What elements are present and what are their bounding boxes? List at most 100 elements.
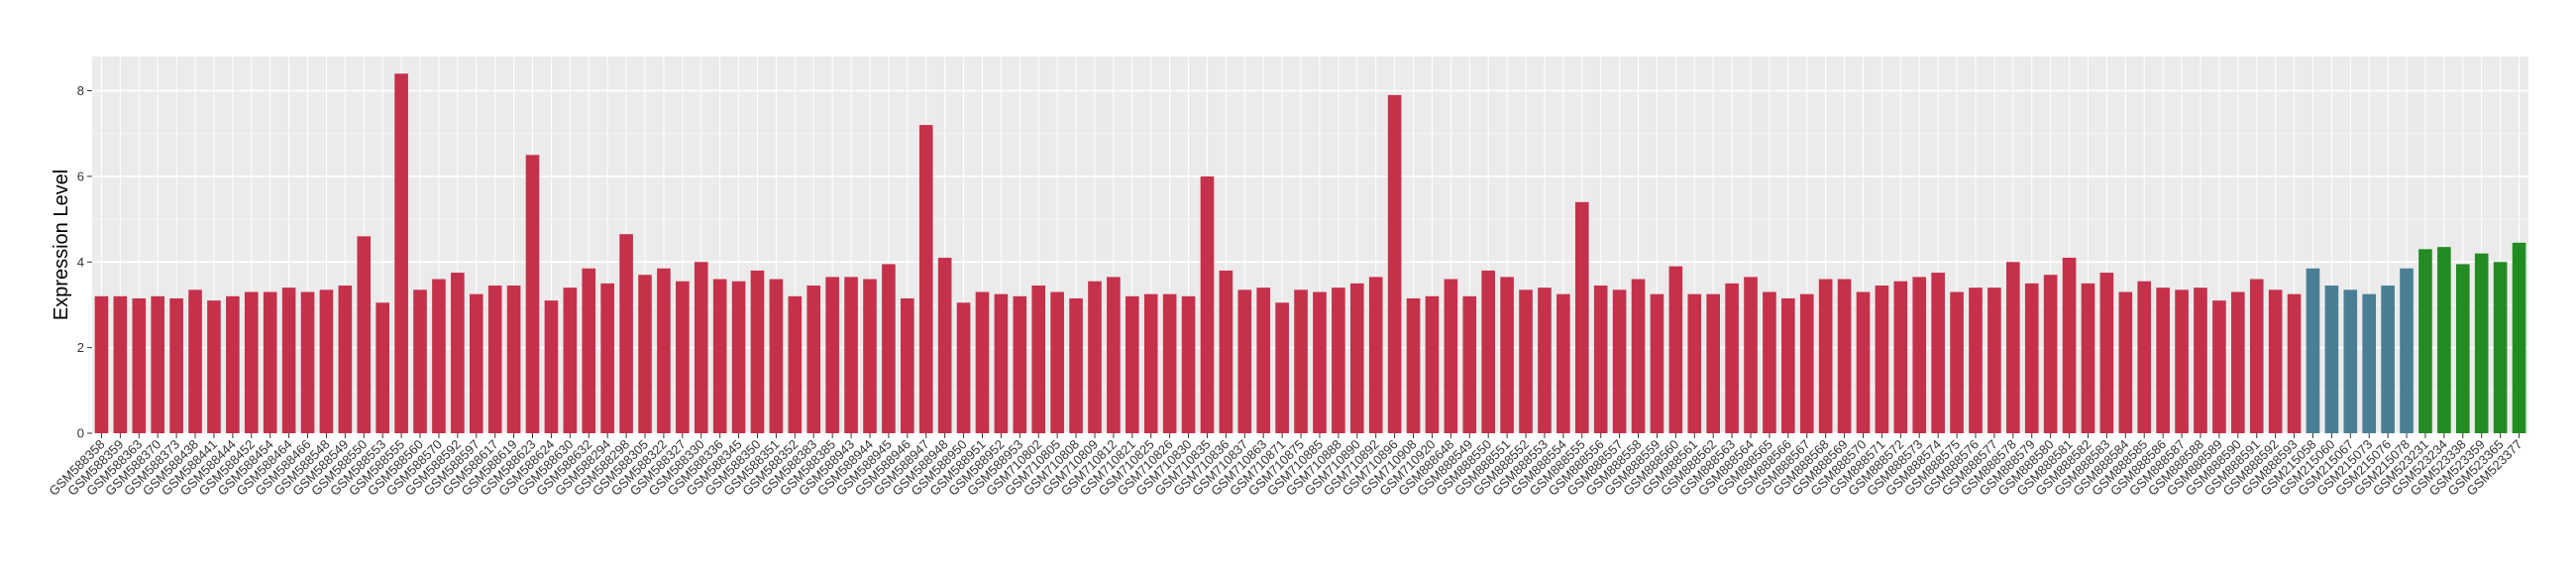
bar: [1781, 297, 1795, 433]
bar: [2381, 286, 2395, 433]
bar: [2437, 247, 2451, 433]
bar: [1313, 291, 1327, 433]
bar: [788, 295, 803, 433]
bar: [1687, 293, 1702, 433]
bar: [712, 279, 727, 433]
y-tick-label: 2: [77, 340, 84, 355]
bar: [2474, 253, 2489, 433]
bar: [1462, 295, 1477, 433]
bar: [2194, 288, 2207, 433]
bar: [825, 277, 839, 433]
bar: [2062, 257, 2077, 433]
bar: [994, 293, 1009, 433]
bar: [1612, 289, 1627, 433]
bar: [2024, 283, 2039, 433]
bar: [413, 289, 427, 433]
bar: [1893, 281, 1908, 433]
bar: [506, 286, 521, 433]
bar: [1237, 289, 1252, 433]
bar: [1538, 288, 1552, 433]
bar: [1556, 293, 1570, 433]
bar: [582, 268, 596, 433]
bar: [1275, 302, 1289, 433]
bar: [338, 286, 353, 433]
bar: [1668, 266, 1683, 433]
bar: [1406, 297, 1421, 433]
bar: [432, 279, 446, 433]
y-tick-label: 0: [77, 426, 84, 441]
bar: [1725, 283, 1739, 433]
bar: [1143, 293, 1158, 433]
x-axis: GSM588358GSM588359GSM588363GSM588370GSM5…: [46, 433, 2525, 499]
bars: [94, 73, 2526, 434]
bar: [1200, 175, 1215, 433]
bar: [1031, 286, 1046, 433]
bar: [1950, 291, 1964, 433]
bar: [638, 275, 652, 433]
bar: [882, 264, 896, 433]
bar: [1425, 295, 1440, 433]
bar: [2137, 281, 2152, 433]
bar: [281, 288, 296, 433]
bar: [1162, 293, 1177, 433]
bar: [1294, 289, 1308, 433]
bar: [901, 297, 914, 433]
bar: [451, 273, 465, 433]
bar: [731, 281, 746, 433]
bar: [319, 289, 334, 433]
bar: [1706, 293, 1720, 433]
bar: [94, 295, 109, 433]
bar: [1818, 279, 1833, 433]
bar: [394, 73, 408, 434]
bar: [1837, 279, 1852, 433]
bar: [1650, 293, 1664, 433]
bar: [263, 291, 277, 433]
bar: [1050, 291, 1064, 433]
bar: [1799, 293, 1814, 433]
bar: [956, 302, 971, 433]
bar: [1069, 297, 1083, 433]
y-axis: 0 2 4 6 8: [77, 83, 92, 441]
bar: [844, 277, 858, 433]
bar: [1107, 277, 1121, 433]
bar: [1481, 270, 1496, 433]
bar: [1444, 279, 1458, 433]
bar: [694, 262, 708, 433]
bar: [132, 297, 147, 433]
bar: [113, 295, 128, 433]
bar: [1368, 277, 1383, 433]
bar: [619, 234, 633, 433]
bar: [1387, 94, 1402, 434]
bar: [806, 286, 821, 433]
bar: [2268, 289, 2283, 433]
bar: [563, 288, 578, 433]
bar: [600, 283, 614, 433]
bar: [357, 236, 372, 433]
bar: [1969, 288, 1983, 433]
bar: [1593, 286, 1608, 433]
bar: [1763, 291, 1776, 433]
y-tick-label: 6: [77, 169, 84, 183]
y-tick-label: 8: [77, 83, 84, 98]
bar: [1181, 295, 1196, 433]
bar: [525, 155, 540, 433]
bar: [151, 295, 165, 433]
bar: [937, 257, 952, 433]
bar: [2287, 293, 2302, 433]
bar: [975, 291, 990, 433]
bar: [676, 281, 690, 433]
bar: [244, 291, 259, 433]
bar: [2212, 300, 2226, 433]
bar: [2249, 279, 2264, 433]
bar: [2512, 242, 2526, 433]
bar: [1219, 270, 1234, 433]
bar: [188, 289, 202, 433]
bar: [769, 279, 784, 433]
bar: [2081, 283, 2095, 433]
bar: [918, 125, 933, 433]
bar: [2118, 291, 2133, 433]
bar: [1744, 277, 1758, 433]
bar: [1631, 279, 1646, 433]
bar: [226, 295, 240, 433]
bar: [2493, 262, 2508, 433]
